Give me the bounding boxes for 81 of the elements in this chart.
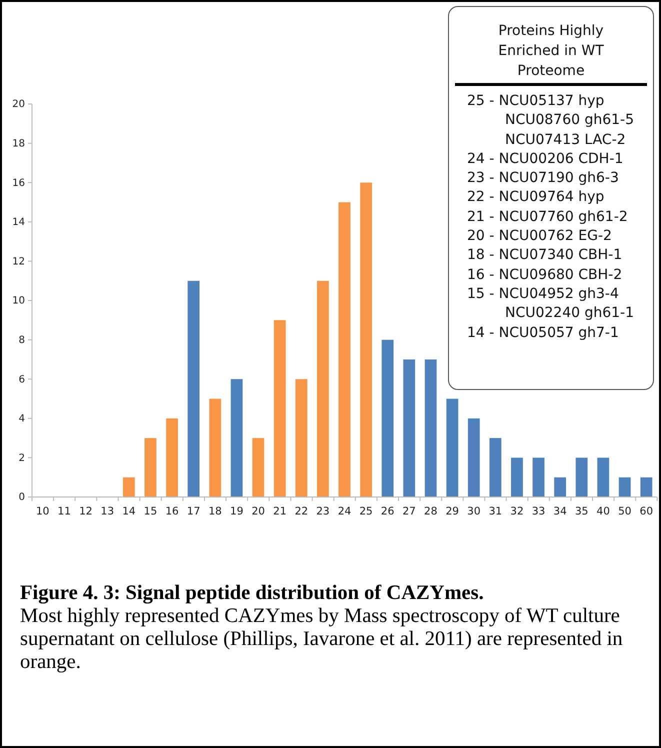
annotation: 18 - NCU07340 CBH-1	[466, 246, 624, 266]
bar	[338, 202, 350, 497]
x-tick-label: 12	[79, 505, 92, 518]
x-tick-label: 29	[446, 505, 459, 518]
annotation: 15 - NCU04952 gh3-4	[466, 284, 620, 304]
bar	[360, 182, 372, 497]
bar	[274, 320, 286, 497]
y-tick-label: 18	[12, 138, 25, 150]
bar	[317, 280, 329, 497]
x-tick-label: 31	[488, 505, 502, 518]
annotation: 21 - NCU07760 gh61-2	[466, 208, 629, 227]
bar	[554, 477, 566, 497]
x-tick-label: 19	[230, 505, 244, 518]
x-tick-label: 34	[553, 505, 568, 518]
bar	[511, 458, 523, 497]
annotation: 24 - NCU00206 CDH-1	[466, 150, 624, 169]
y-tick-label: 14	[12, 217, 25, 228]
text: Proteins Highly Enriched in WT Proteome	[498, 23, 604, 79]
x-tick-label: 20	[252, 505, 265, 518]
bar	[209, 398, 222, 497]
y-tick-label: 10	[12, 296, 25, 307]
y-tick-label: 16	[12, 178, 25, 189]
annotation: 20 - NCU00762 EG-2	[466, 227, 613, 246]
annotation: 22 - NCU09764 hyp	[466, 188, 606, 208]
x-tick-label: 15	[144, 505, 158, 518]
y-tick-label: 6	[18, 374, 25, 386]
annotation: NCU08760 gh61-5	[504, 111, 636, 130]
bar	[122, 477, 135, 497]
x-tick-label: 32	[510, 505, 524, 518]
text: Most highly represented CAZYmes by Mass spectroscopy of WT culture supernatant on cellulose (Phillips, Iavarone et al. 2011) are represented in orange.	[20, 605, 623, 673]
x-tick-label: 18	[208, 505, 222, 518]
x-tick-label: 50	[618, 505, 632, 518]
y-tick-label: 2	[18, 452, 25, 464]
y-tick-label: 20	[12, 99, 25, 110]
bar	[640, 477, 652, 497]
x-tick-label: 33	[532, 505, 546, 518]
bar	[532, 458, 544, 497]
annotation: NCU07413 LAC-2	[504, 130, 627, 150]
bar	[403, 359, 416, 497]
x-tick-label: 24	[338, 505, 352, 518]
x-tick-label: 26	[380, 505, 395, 518]
x-tick-label: 35	[574, 505, 588, 518]
x-tick-label: 60	[640, 505, 654, 518]
x-tick-label: 16	[165, 505, 180, 518]
y-tick-label: 8	[18, 335, 25, 346]
bar	[252, 438, 264, 497]
bar	[382, 340, 394, 497]
bar	[230, 379, 243, 497]
x-tick-label: 22	[294, 505, 308, 518]
annotation: 16 - NCU09680 CBH-2	[466, 266, 624, 285]
annotation: 23 - NCU07190 gh6-3	[466, 169, 620, 188]
bar	[144, 438, 156, 497]
text: Figure 4. 3: Signal peptide distribution of CAZYmes.	[20, 582, 484, 604]
x-tick-label: 11	[58, 505, 71, 518]
bar	[597, 458, 610, 497]
bar	[166, 418, 178, 497]
bar	[295, 379, 308, 497]
bar	[446, 398, 458, 497]
x-tick-label: 40	[596, 505, 610, 518]
bar	[576, 458, 588, 497]
y-tick-label: 12	[12, 256, 25, 268]
x-tick-label: 13	[100, 505, 114, 518]
x-tick-label: 21	[273, 505, 287, 518]
x-tick-label: 23	[316, 505, 330, 518]
y-tick-label: 4	[18, 414, 25, 425]
x-tick-label: 28	[424, 505, 438, 518]
x-tick-label: 10	[36, 505, 50, 518]
x-tick-label: 14	[122, 505, 136, 518]
bar	[468, 418, 480, 497]
bar	[188, 280, 200, 497]
x-tick-label: 27	[402, 505, 416, 518]
bar	[618, 477, 631, 497]
bar	[424, 359, 437, 497]
x-tick-label: 17	[186, 505, 200, 518]
bar	[489, 438, 502, 497]
x-tick-label: 30	[467, 505, 481, 518]
annotation: 25 - NCU05137 hyp	[466, 92, 606, 111]
x-tick-label: 25	[359, 505, 373, 518]
y-tick-label: 0	[18, 492, 25, 504]
annotation: NCU02240 gh61-1	[504, 304, 636, 324]
annotation: 14 - NCU05057 gh7-1	[466, 324, 620, 343]
